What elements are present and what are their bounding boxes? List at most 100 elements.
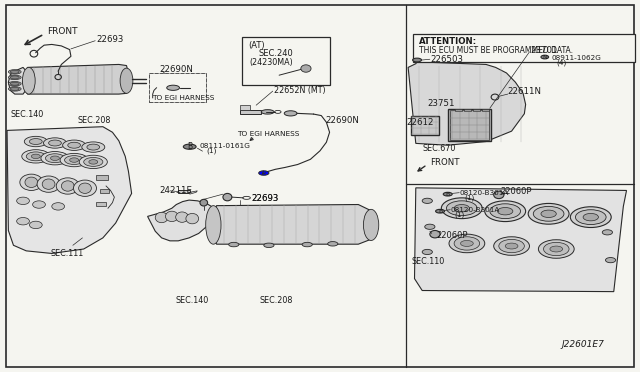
Ellipse shape [10, 87, 19, 90]
Ellipse shape [302, 242, 312, 247]
Ellipse shape [22, 67, 35, 94]
Ellipse shape [156, 212, 168, 223]
Ellipse shape [8, 75, 21, 80]
Text: 22652N (MT): 22652N (MT) [274, 86, 326, 95]
Ellipse shape [10, 70, 19, 73]
Ellipse shape [575, 210, 606, 225]
Text: 22612: 22612 [407, 119, 435, 128]
Ellipse shape [61, 181, 74, 191]
Polygon shape [189, 191, 197, 194]
Text: 08120-B301A: 08120-B301A [451, 207, 500, 213]
Text: 08911-1062G: 08911-1062G [551, 55, 601, 61]
Text: 22693: 22693 [251, 194, 278, 203]
Ellipse shape [82, 142, 105, 152]
Ellipse shape [413, 58, 422, 62]
Text: SEC.140: SEC.140 [11, 110, 44, 119]
Text: (1): (1) [465, 195, 475, 201]
Ellipse shape [22, 150, 50, 163]
Ellipse shape [493, 191, 504, 199]
Ellipse shape [499, 239, 524, 253]
Text: THIS ECU MUST BE PROGRAMMED DATA.: THIS ECU MUST BE PROGRAMMED DATA. [419, 46, 573, 55]
Text: SEC.208: SEC.208 [259, 296, 292, 305]
Ellipse shape [87, 144, 100, 150]
Ellipse shape [10, 82, 19, 85]
Ellipse shape [264, 243, 274, 247]
Ellipse shape [533, 206, 564, 221]
Ellipse shape [79, 183, 92, 193]
Polygon shape [100, 189, 109, 193]
Ellipse shape [79, 155, 108, 169]
Bar [450, 110, 489, 140]
Polygon shape [97, 202, 106, 206]
Ellipse shape [228, 242, 239, 247]
Ellipse shape [528, 203, 569, 224]
Ellipse shape [56, 178, 79, 194]
Polygon shape [8, 67, 26, 94]
Ellipse shape [45, 154, 65, 163]
Bar [465, 109, 470, 111]
Polygon shape [22, 64, 131, 94]
Ellipse shape [29, 221, 42, 229]
Polygon shape [239, 105, 250, 110]
Text: SEC.111: SEC.111 [51, 249, 84, 258]
Ellipse shape [550, 246, 563, 252]
Ellipse shape [60, 153, 88, 167]
Text: 08120-B301A: 08120-B301A [460, 190, 509, 196]
Ellipse shape [497, 208, 513, 215]
Ellipse shape [120, 68, 133, 93]
Text: SEC.670: SEC.670 [422, 144, 456, 153]
Ellipse shape [454, 205, 469, 212]
Text: SEC.240: SEC.240 [258, 49, 293, 58]
Ellipse shape [8, 70, 21, 74]
Text: (1): (1) [454, 212, 465, 218]
Polygon shape [97, 175, 108, 180]
Text: ATTENTION:: ATTENTION: [419, 36, 477, 46]
Ellipse shape [284, 111, 297, 116]
Bar [482, 109, 488, 111]
Polygon shape [239, 110, 261, 114]
Ellipse shape [444, 192, 452, 196]
Text: FRONT: FRONT [430, 158, 460, 167]
Ellipse shape [24, 137, 47, 147]
Text: SEC.110: SEC.110 [412, 257, 445, 266]
Polygon shape [408, 62, 525, 145]
Ellipse shape [175, 212, 188, 222]
Text: TO EGI HARNESS: TO EGI HARNESS [152, 95, 214, 101]
Text: 08111-0161G: 08111-0161G [200, 143, 251, 149]
Ellipse shape [490, 204, 520, 219]
Ellipse shape [259, 171, 269, 175]
Text: 22693: 22693 [251, 194, 278, 203]
Ellipse shape [68, 142, 81, 148]
Text: (4): (4) [556, 60, 566, 66]
Ellipse shape [49, 140, 61, 146]
Polygon shape [148, 200, 216, 241]
Ellipse shape [33, 201, 45, 208]
Bar [242, 37, 330, 85]
Text: TO EGI HARNESS: TO EGI HARNESS [237, 131, 300, 137]
Text: 22611N: 22611N [507, 87, 541, 96]
Ellipse shape [493, 237, 529, 255]
Ellipse shape [25, 177, 38, 187]
Text: SEC.140: SEC.140 [175, 296, 209, 305]
Bar [413, 34, 635, 62]
Polygon shape [157, 86, 168, 90]
Ellipse shape [63, 140, 86, 150]
Ellipse shape [301, 65, 311, 72]
Ellipse shape [20, 174, 43, 190]
Ellipse shape [17, 218, 29, 225]
Ellipse shape [461, 240, 473, 246]
Text: 24211E: 24211E [159, 186, 192, 195]
Ellipse shape [442, 198, 482, 219]
Ellipse shape [261, 110, 274, 114]
Ellipse shape [166, 211, 178, 222]
Ellipse shape [328, 241, 338, 246]
Text: 22690N: 22690N [325, 116, 359, 125]
Polygon shape [415, 188, 627, 292]
Ellipse shape [364, 209, 379, 240]
Ellipse shape [422, 198, 433, 203]
Ellipse shape [205, 206, 221, 244]
Text: 23751: 23751 [428, 99, 455, 108]
Ellipse shape [447, 201, 477, 216]
Ellipse shape [17, 197, 29, 205]
Ellipse shape [422, 249, 433, 254]
